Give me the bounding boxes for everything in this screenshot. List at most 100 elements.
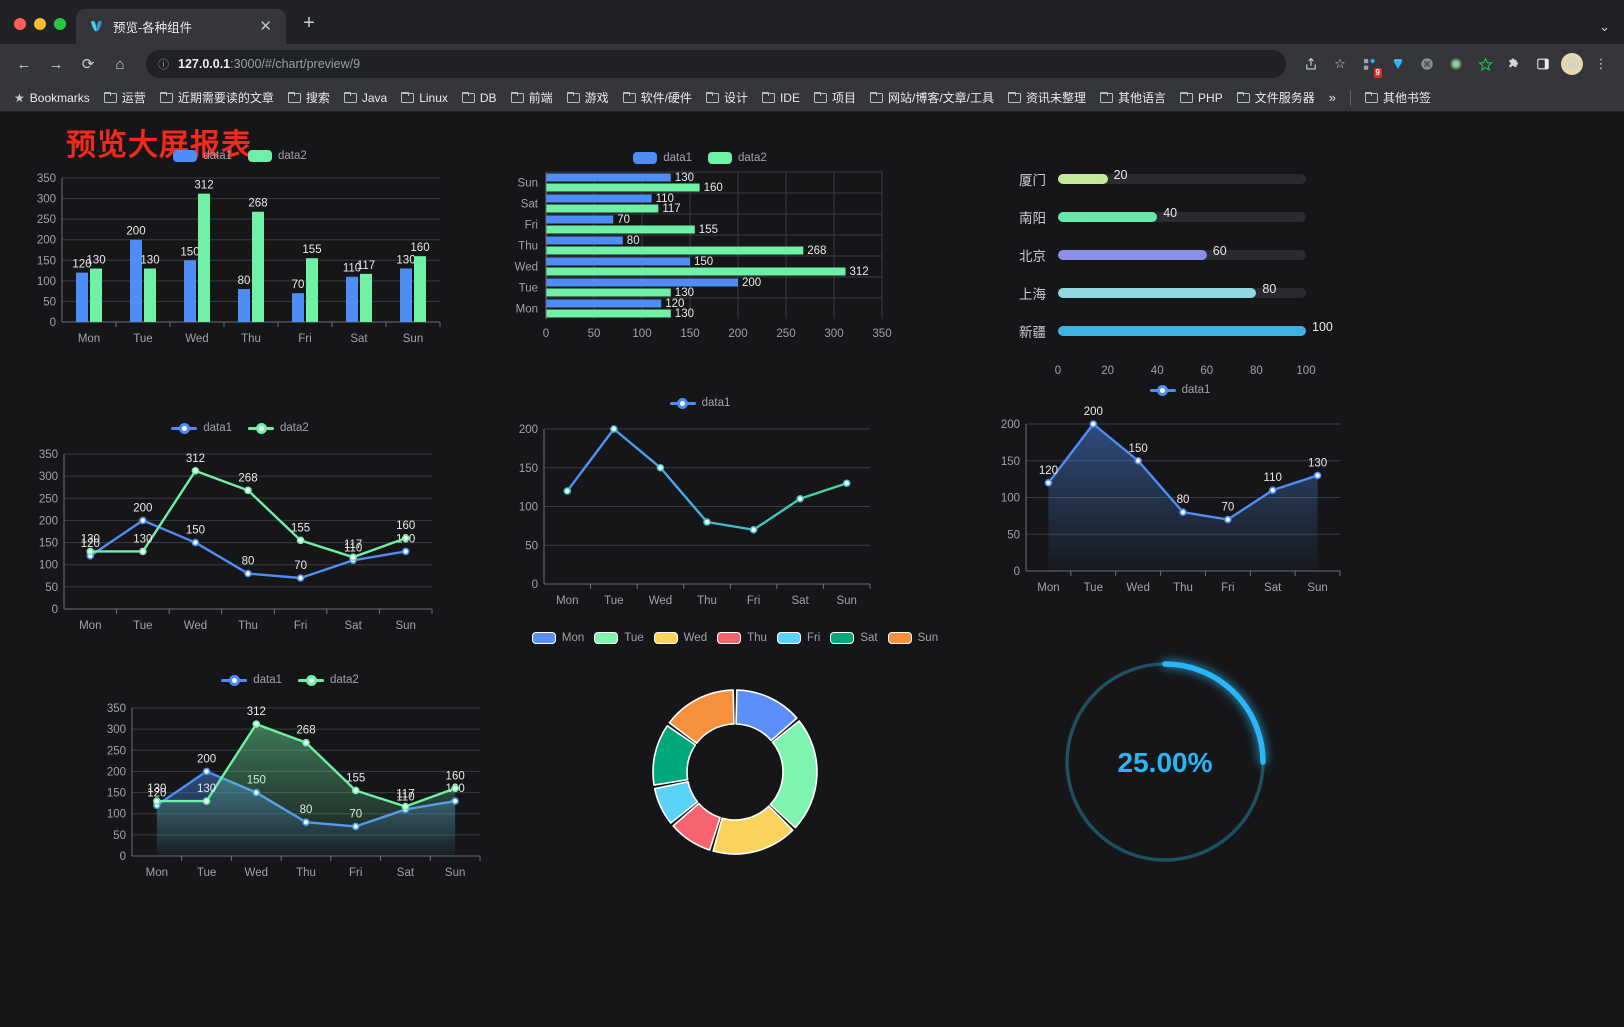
bookmark-folder[interactable]: 运营 [98, 86, 152, 109]
data-point[interactable] [1313, 471, 1322, 480]
legend-item[interactable]: Mon [531, 632, 584, 644]
reload-button[interactable]: ⟳ [81, 56, 95, 73]
data-point[interactable] [401, 547, 410, 556]
data-point[interactable] [202, 767, 211, 776]
bookmark-star-icon[interactable]: ☆ [1334, 56, 1346, 71]
extension-grid-icon[interactable]: 9 [1356, 51, 1382, 78]
bookmark-folder[interactable]: 近期需要读的文章 [154, 86, 280, 109]
legend-item[interactable]: data1 [1149, 384, 1210, 396]
data-point[interactable] [153, 797, 161, 805]
new-tab-button[interactable]: + [303, 12, 315, 34]
star-outline-icon[interactable] [1472, 51, 1498, 77]
bookmark-folder[interactable]: 软件/硬件 [617, 86, 698, 109]
home-button[interactable]: ⌂ [115, 55, 125, 73]
other-bookmarks-item[interactable]: 其他书签 [1359, 86, 1437, 109]
data-point[interactable] [202, 797, 211, 805]
bar[interactable] [546, 257, 690, 266]
bar[interactable] [292, 293, 304, 322]
data-point[interactable] [1224, 515, 1232, 524]
bar[interactable] [546, 194, 652, 203]
data-point[interactable] [351, 786, 360, 795]
data-point[interactable] [252, 720, 261, 728]
legend-item[interactable]: data2 [298, 674, 359, 686]
diamond-icon[interactable] [1385, 51, 1411, 77]
bar[interactable] [238, 289, 250, 322]
bar[interactable] [546, 267, 846, 276]
avatar[interactable]: 😀 [1559, 51, 1585, 77]
pie-slice[interactable] [712, 805, 794, 855]
pie-slice[interactable] [672, 802, 721, 851]
data-point[interactable] [703, 518, 711, 526]
bookmark-folder[interactable]: 搜索 [282, 86, 336, 109]
legend-item[interactable]: Wed [653, 632, 707, 644]
pie-slice[interactable] [769, 720, 818, 829]
legend-item[interactable]: data2 [248, 422, 309, 434]
legend-item[interactable]: Thu [717, 632, 767, 644]
bar[interactable] [546, 299, 662, 308]
bar[interactable] [306, 258, 318, 322]
maximize-window-button[interactable] [54, 18, 66, 30]
bookmark-folder[interactable]: 游戏 [561, 86, 615, 109]
data-point[interactable] [1268, 486, 1277, 494]
data-point[interactable] [749, 525, 758, 534]
progress-bar-track[interactable]: 100 [1058, 320, 1333, 336]
bar[interactable] [546, 309, 671, 318]
data-point[interactable] [1179, 508, 1187, 516]
data-point[interactable] [401, 802, 410, 811]
bookmarks-overflow-button[interactable]: » [1328, 90, 1336, 105]
data-point[interactable] [842, 479, 851, 488]
data-point[interactable] [1134, 456, 1142, 465]
bar[interactable] [184, 260, 196, 322]
progress-bar-track[interactable]: 80 [1058, 282, 1306, 298]
line-series[interactable] [566, 427, 848, 531]
data-point[interactable] [349, 553, 357, 561]
data-point[interactable] [1089, 420, 1098, 428]
pie-slice[interactable] [653, 780, 699, 824]
bookmark-folder[interactable]: Linux [395, 88, 454, 108]
bookmark-folder[interactable]: Java [338, 88, 393, 108]
data-point[interactable] [656, 463, 665, 472]
data-point[interactable] [191, 467, 200, 475]
legend-item[interactable]: data2 [708, 152, 767, 164]
data-point[interactable] [139, 547, 147, 556]
bar[interactable] [546, 236, 623, 245]
data-point[interactable] [796, 494, 804, 503]
bookmark-folder[interactable]: 文件服务器 [1231, 86, 1321, 109]
close-icon[interactable]: ✕ [259, 18, 272, 35]
bookmark-folder[interactable]: 设计 [700, 86, 754, 109]
data-point[interactable] [191, 538, 200, 547]
bar[interactable] [546, 278, 738, 287]
green-circle-icon[interactable] [1443, 51, 1469, 77]
site-info-icon[interactable]: ⓘ [158, 59, 169, 71]
data-point[interactable] [451, 784, 459, 793]
legend-item[interactable]: data2 [248, 150, 307, 162]
legend-item[interactable]: Fri [776, 632, 820, 644]
bar[interactable] [546, 173, 671, 182]
data-point[interactable] [139, 516, 147, 525]
data-point[interactable] [563, 487, 572, 495]
bar[interactable] [546, 215, 614, 224]
progress-bar-track[interactable]: 60 [1058, 244, 1306, 260]
bar[interactable] [90, 268, 102, 322]
share-icon[interactable] [1298, 51, 1324, 77]
data-point[interactable] [244, 569, 252, 578]
data-point[interactable] [302, 738, 310, 747]
data-point[interactable] [296, 574, 305, 582]
bar[interactable] [130, 239, 142, 322]
data-point[interactable] [610, 425, 618, 433]
bar[interactable] [546, 246, 804, 255]
bar[interactable] [546, 288, 671, 297]
bookmarks-manager-item[interactable]: ★ Bookmarks [8, 88, 96, 108]
bookmark-folder[interactable]: 网站/博客/文章/工具 [864, 86, 1000, 109]
browser-tab[interactable]: 预览-各种组件 ✕ [76, 9, 286, 44]
close-window-button[interactable] [14, 18, 26, 30]
bar[interactable] [360, 273, 372, 322]
bookmark-folder[interactable]: 资讯未整理 [1002, 86, 1092, 109]
bookmark-folder[interactable]: 前端 [505, 86, 559, 109]
bar[interactable] [76, 272, 88, 322]
address-bar[interactable]: ⓘ 127.0.0.1:3000/#/chart/preview/9 [146, 50, 1286, 78]
legend-item[interactable]: Sun [887, 632, 938, 644]
data-point[interactable] [1044, 479, 1053, 487]
progress-bar-track[interactable]: 20 [1058, 168, 1306, 184]
legend-item[interactable]: data1 [669, 397, 730, 409]
